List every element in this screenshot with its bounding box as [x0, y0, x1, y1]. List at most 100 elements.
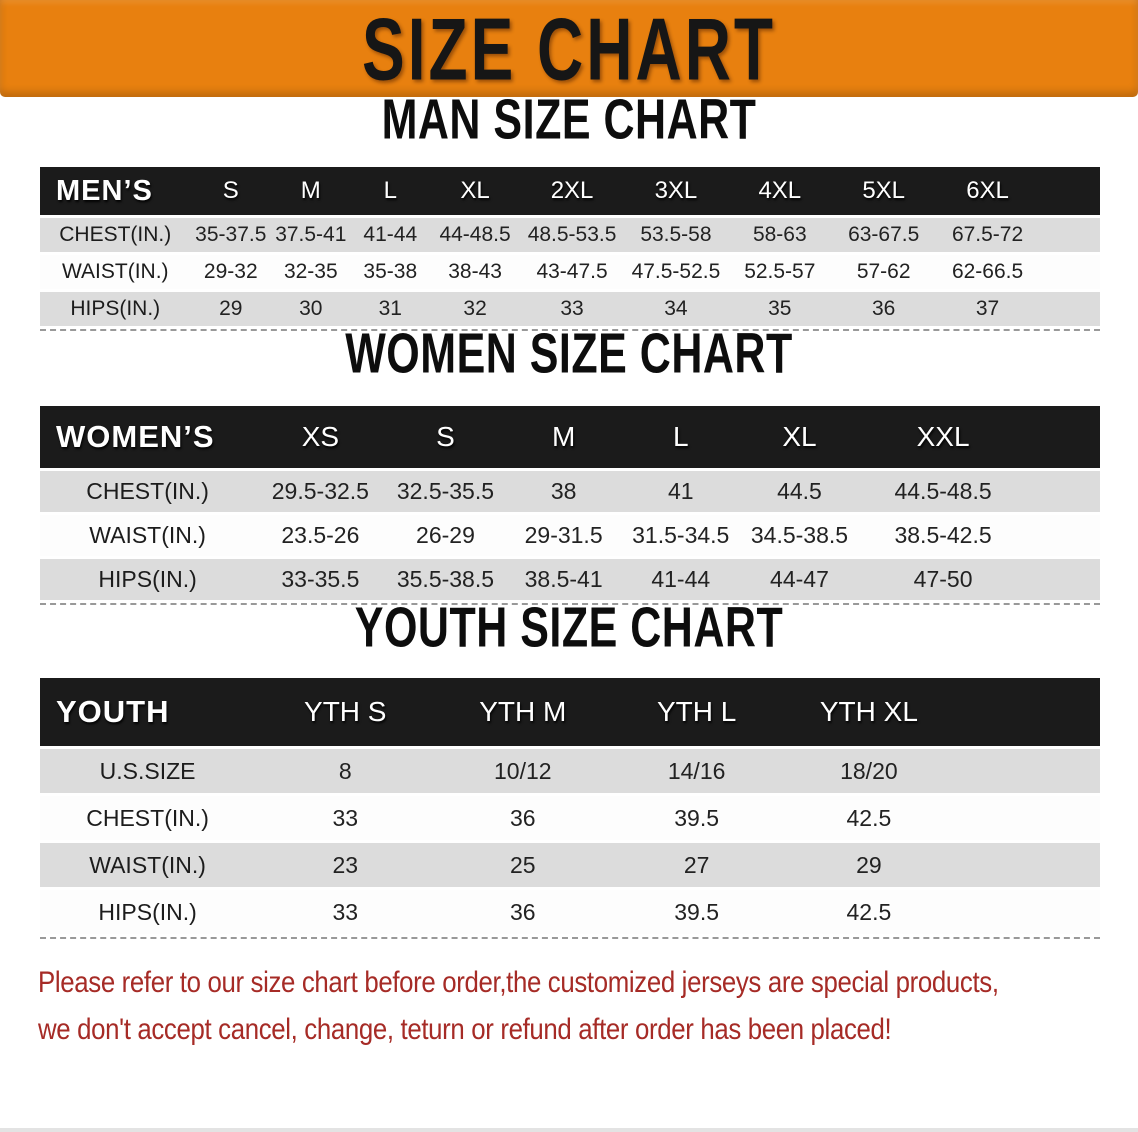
size-value-cell: 42.5: [783, 890, 955, 934]
row-label: WAIST(IN.): [40, 515, 256, 556]
measurement-row: HIPS(IN.) 33-35.5 35.5-38.5 38.5-41 41-44 44-…: [40, 559, 1100, 600]
youth-table-header-row: YOUTH YTH S YTH M YTH L YTH XL: [40, 678, 1100, 746]
measurement-row: HIPS(IN.) 29 30 31 32 33 34 35 36 37: [40, 292, 1100, 326]
size-column-header: 2XL: [520, 167, 624, 215]
size-value-cell: 34.5-38.5: [739, 515, 860, 556]
size-value-cell: 37.5-41: [271, 218, 351, 252]
size-value-cell: 33: [255, 890, 436, 934]
table-corner-label: YOUTH: [40, 678, 256, 746]
disclaimer: Please refer to our size chart before or…: [38, 959, 1138, 1053]
size-value-cell: 32: [430, 292, 521, 326]
women-size-table: WOMEN’S XS S M L XL XXL CHEST(IN.) 29.5-32.5 32…: [40, 403, 1100, 605]
row-label: WAIST(IN.): [40, 843, 256, 887]
table-corner-label: WOMEN’S: [40, 406, 256, 468]
size-column-header: 3XL: [624, 167, 728, 215]
size-column-header: L: [621, 406, 740, 468]
size-value-cell: 33: [255, 796, 436, 840]
size-value-cell: 58-63: [727, 218, 832, 252]
row-filler: [954, 796, 1100, 840]
size-value-cell: 31: [350, 292, 431, 326]
table-corner-label: MEN’S: [40, 167, 191, 215]
measurement-row: CHEST(IN.) 29.5-32.5 32.5-35.5 38 41 44.5 44.5…: [40, 471, 1100, 512]
size-value-cell: 23: [255, 843, 436, 887]
row-filler: [1039, 292, 1100, 326]
measurement-row: HIPS(IN.) 33 36 39.5 42.5: [40, 890, 1100, 934]
size-value-cell: 29: [190, 292, 272, 326]
row-label: CHEST(IN.): [40, 218, 191, 252]
banner-title: SIZE CHART: [362, 0, 776, 99]
size-value-cell: 33: [520, 292, 624, 326]
size-chart-banner: SIZE CHART: [0, 0, 1138, 99]
size-value-cell: 43-47.5: [520, 255, 624, 289]
youth-size-table-section: YOUTH YTH S YTH M YTH L YTH XL U.S.SIZE 8 10/…: [0, 675, 1138, 939]
row-label: CHEST(IN.): [40, 471, 256, 512]
measurement-row: WAIST(IN.) 23 25 27 29: [40, 843, 1100, 887]
size-value-cell: 57-62: [831, 255, 936, 289]
size-value-cell: 44-48.5: [430, 218, 521, 252]
header-filler: [1039, 167, 1100, 215]
size-value-cell: 32.5-35.5: [385, 471, 506, 512]
size-column-header: XS: [255, 406, 386, 468]
size-column-header: YTH M: [435, 678, 611, 746]
size-value-cell: 38: [505, 471, 622, 512]
row-label: HIPS(IN.): [40, 890, 256, 934]
size-value-cell: 36: [435, 796, 611, 840]
measurement-row: U.S.SIZE 8 10/12 14/16 18/20: [40, 749, 1100, 793]
size-value-cell: 39.5: [610, 890, 784, 934]
size-value-cell: 53.5-58: [624, 218, 728, 252]
size-value-cell: 44-47: [739, 559, 860, 600]
row-filler: [954, 749, 1100, 793]
size-value-cell: 47.5-52.5: [624, 255, 728, 289]
size-value-cell: 39.5: [610, 796, 784, 840]
measurement-row: WAIST(IN.) 23.5-26 26-29 29-31.5 31.5-34.5 34…: [40, 515, 1100, 556]
size-column-header: L: [350, 167, 431, 215]
size-value-cell: 29-32: [190, 255, 272, 289]
size-value-cell: 35: [727, 292, 832, 326]
women-table-header-row: WOMEN’S XS S M L XL XXL: [40, 406, 1100, 468]
size-value-cell: 27: [610, 843, 784, 887]
size-column-header: 5XL: [831, 167, 936, 215]
men-size-table: MEN’S S M L XL 2XL 3XL 4XL 5XL 6XL CHEST(IN.) 35-…: [40, 164, 1100, 331]
size-value-cell: 38.5-41: [505, 559, 622, 600]
size-column-header: S: [190, 167, 272, 215]
size-value-cell: 62-66.5: [935, 255, 1040, 289]
size-value-cell: 38.5-42.5: [859, 515, 1027, 556]
row-label: CHEST(IN.): [40, 796, 256, 840]
header-filler: [1026, 406, 1100, 468]
size-column-header: 6XL: [935, 167, 1040, 215]
size-value-cell: 38-43: [430, 255, 521, 289]
size-column-header: XXL: [859, 406, 1027, 468]
size-value-cell: 25: [435, 843, 611, 887]
row-label: WAIST(IN.): [40, 255, 191, 289]
size-value-cell: 31.5-34.5: [621, 515, 740, 556]
size-column-header: XL: [739, 406, 860, 468]
size-value-cell: 26-29: [385, 515, 506, 556]
row-filler: [954, 843, 1100, 887]
size-value-cell: 32-35: [271, 255, 351, 289]
row-filler: [1026, 471, 1100, 512]
row-filler: [1039, 255, 1100, 289]
size-value-cell: 23.5-26: [255, 515, 386, 556]
size-value-cell: 29: [783, 843, 955, 887]
size-value-cell: 44.5-48.5: [859, 471, 1027, 512]
row-label: U.S.SIZE: [40, 749, 256, 793]
size-value-cell: 63-67.5: [831, 218, 936, 252]
size-value-cell: 44.5: [739, 471, 860, 512]
size-value-cell: 35-37.5: [190, 218, 272, 252]
disclaimer-line-2: we don't accept cancel, change, teturn o…: [38, 1013, 892, 1046]
size-column-header: S: [385, 406, 506, 468]
size-value-cell: 41: [621, 471, 740, 512]
bottom-edge-strip: [0, 1128, 1138, 1132]
size-column-header: YTH L: [610, 678, 784, 746]
measurement-row: WAIST(IN.) 29-32 32-35 35-38 38-43 43-47.5 47.…: [40, 255, 1100, 289]
row-filler: [1026, 515, 1100, 556]
size-value-cell: 48.5-53.5: [520, 218, 624, 252]
size-value-cell: 52.5-57: [727, 255, 832, 289]
disclaimer-line-1: Please refer to our size chart before or…: [38, 966, 999, 999]
youth-size-table: YOUTH YTH S YTH M YTH L YTH XL U.S.SIZE 8 10/…: [40, 675, 1100, 939]
size-value-cell: 8: [255, 749, 436, 793]
row-filler: [1026, 559, 1100, 600]
size-value-cell: 10/12: [435, 749, 611, 793]
size-column-header: YTH S: [255, 678, 436, 746]
size-column-header: YTH XL: [783, 678, 955, 746]
